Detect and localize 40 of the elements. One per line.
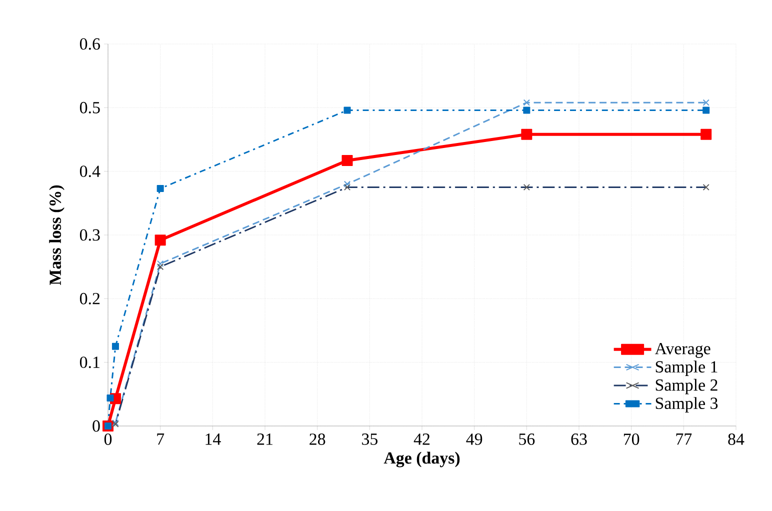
point [154, 234, 166, 246]
point [106, 394, 114, 402]
x-tick-label: 7 [157, 434, 164, 445]
y-tick-label: 0 [92, 420, 100, 432]
y-tick-label: 0.2 [80, 292, 100, 304]
x-tick-label: 84 [728, 434, 744, 445]
y-tick-label: 0.6 [80, 38, 100, 50]
point [523, 99, 530, 106]
point [344, 180, 351, 188]
y-tick-label: 0.3 [80, 229, 100, 241]
point [700, 128, 712, 140]
point [344, 106, 351, 114]
x-tick-label: 49 [466, 434, 482, 445]
legend-label: Sample 2 [656, 378, 718, 394]
point [157, 260, 164, 267]
x-tick-label: 56 [519, 434, 535, 445]
x-tick-label: 0 [104, 434, 112, 445]
y-tick-label: 0.5 [80, 102, 100, 114]
y-tick-label: 0.1 [80, 356, 100, 368]
x-axis-title: Age (days) [384, 452, 460, 468]
y-axis-title: Mass loss (%) [49, 185, 64, 286]
point [702, 99, 710, 106]
point [112, 342, 119, 350]
x-tick-label: 42 [414, 434, 430, 445]
y-tick-label: 0.4 [80, 166, 100, 178]
legend-label: Sample 1 [656, 360, 718, 376]
x-tick-label: 14 [206, 434, 221, 445]
point [342, 155, 353, 166]
x-tick-label: 35 [362, 434, 378, 445]
legend-label: Average [654, 342, 710, 358]
point [523, 106, 530, 114]
x-tick-label: 70 [624, 434, 640, 445]
x-tick-label: 28 [310, 434, 326, 445]
legend-label: Sample 3 [656, 397, 718, 412]
x-tick-label: 77 [676, 434, 692, 445]
point [521, 128, 532, 140]
point [156, 185, 164, 192]
x-tick-label: 63 [571, 434, 587, 445]
x-tick-label: 21 [257, 434, 272, 445]
point [702, 106, 710, 114]
